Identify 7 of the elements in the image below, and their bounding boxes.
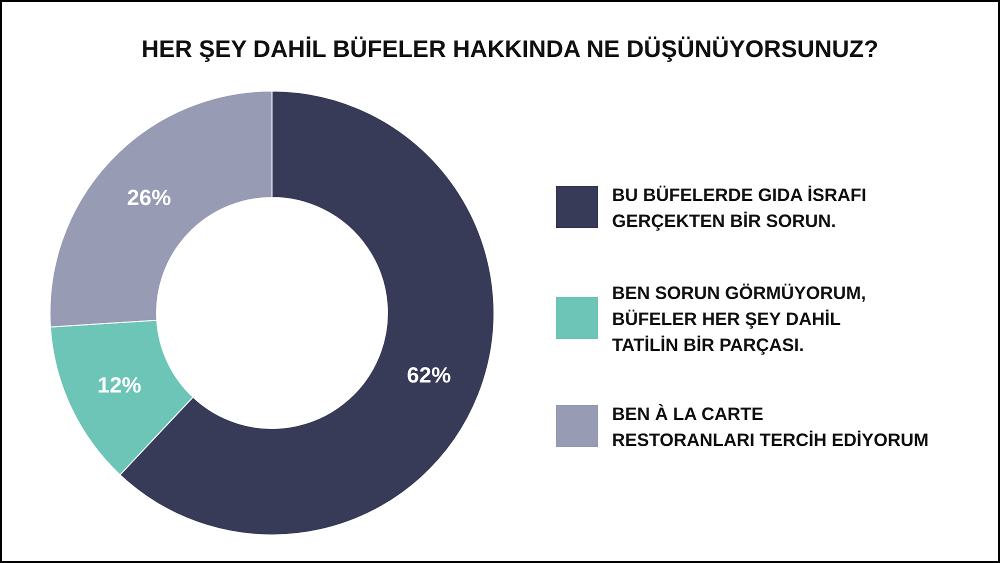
data-label: 62% (406, 362, 451, 388)
data-label: 12% (97, 372, 142, 398)
legend-label: BU BÜFELERDE GIDA İSRAFI GERÇEKTEN BİR SORUN. (612, 185, 866, 231)
legend-label: BEN À LA CARTE RESTORANLARI TERCİH EDİYORUM (612, 404, 929, 450)
data-label: 26% (126, 185, 172, 210)
legend-label: BEN SORUN GÖRMÜYORUM, BÜFELER HER ŞEY DAHİL TATİLİN BİR PARÇASI. (612, 283, 866, 355)
chart-title: HER ŞEY DAHİL BÜFELER HAKKINDA NE DÜŞÜNÜYORSUNUZ? (142, 36, 878, 63)
